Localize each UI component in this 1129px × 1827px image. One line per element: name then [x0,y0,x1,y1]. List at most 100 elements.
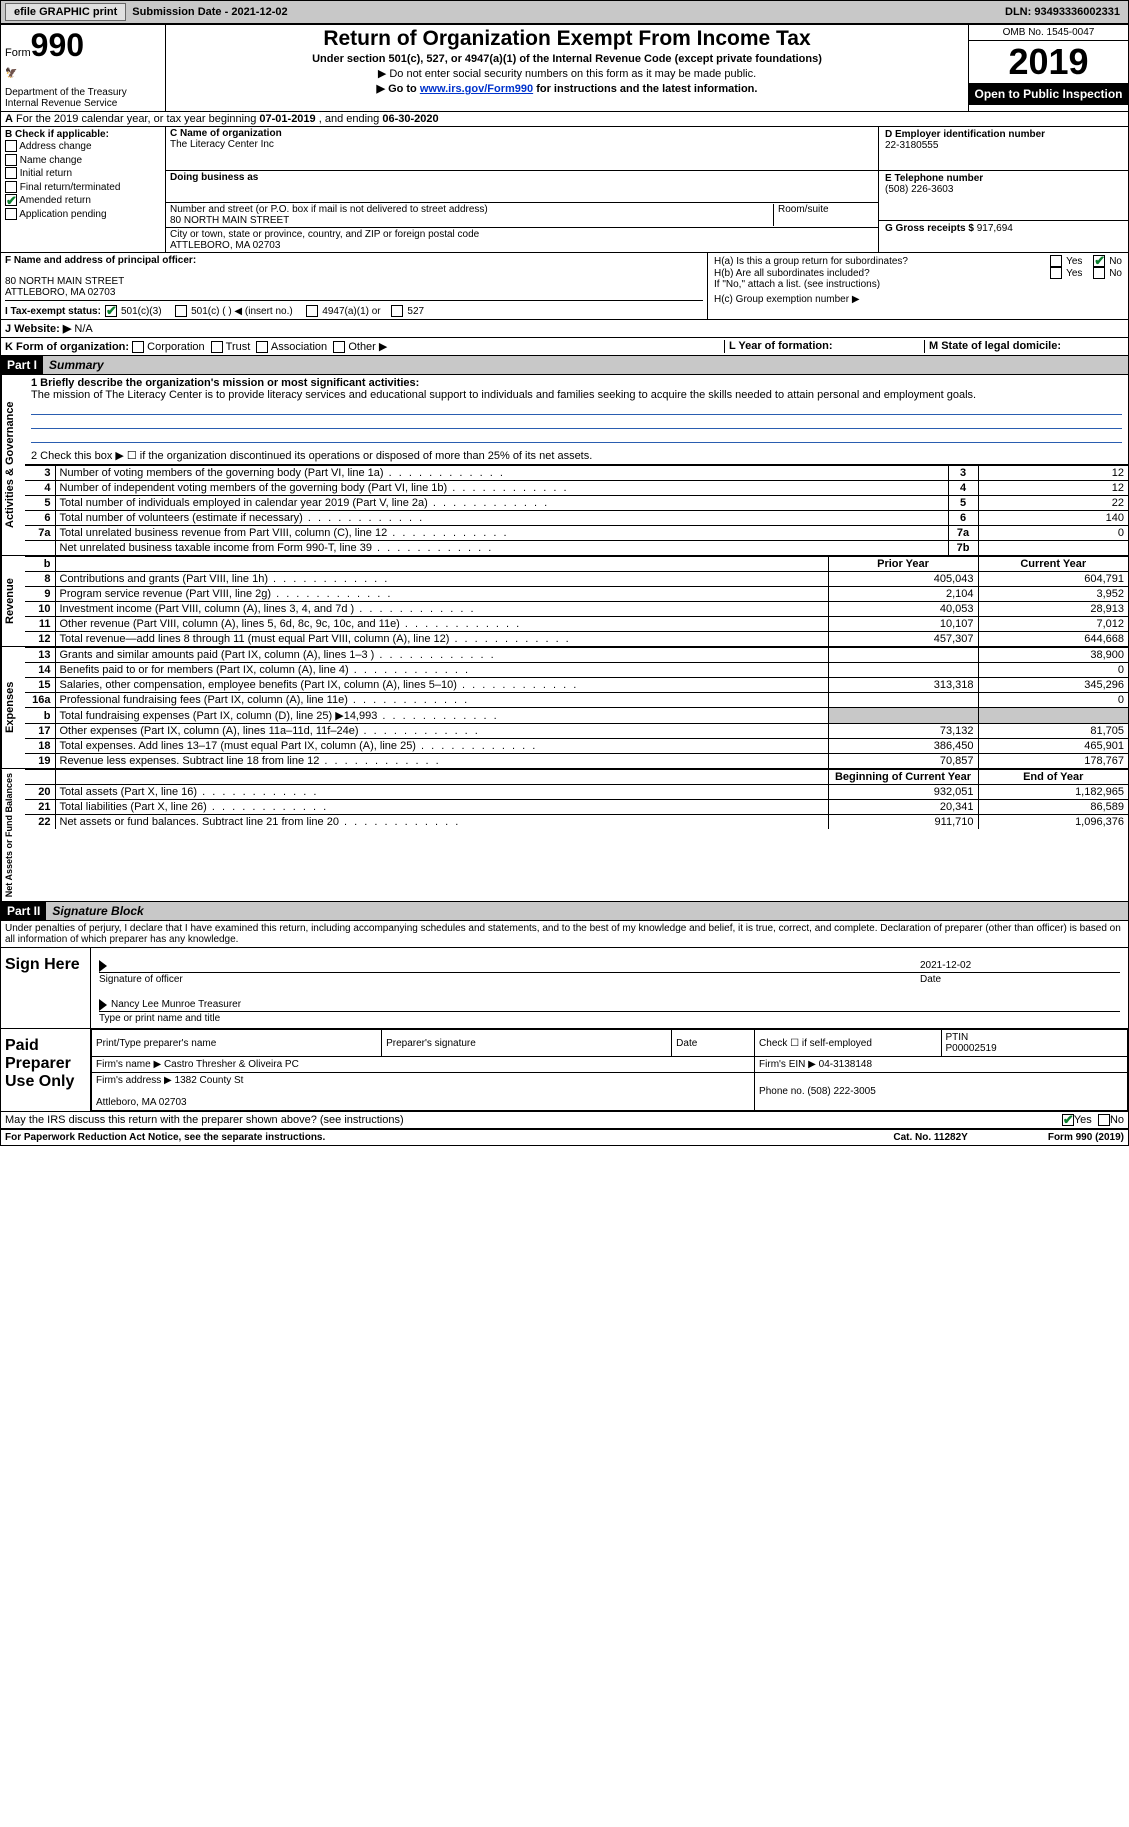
row-fh: F Name and address of principal officer:… [1,253,1128,320]
opt-pending: Application pending [19,209,106,220]
row-klm: K Form of organization: Corporation Trus… [1,338,1128,356]
paid-preparer-block: Paid Preparer Use Only Print/Type prepar… [1,1029,1128,1112]
rev-header-row: b Prior Year Current Year [25,557,1128,572]
addr-label: Number and street (or P.O. box if mail i… [170,204,773,215]
mission-block: 1 Briefly describe the organization's mi… [25,375,1128,465]
officer-name: Nancy Lee Munroe Treasurer [111,999,241,1011]
hb-yes[interactable] [1050,267,1062,279]
check-assoc[interactable] [256,341,268,353]
note2-post: for instructions and the latest informat… [533,83,757,95]
check-4947[interactable] [306,305,318,317]
line2-discontinued: 2 Check this box ▶ ☐ if the organization… [31,449,1122,462]
discuss-yes-lbl: Yes [1074,1114,1092,1126]
col-f: F Name and address of principal officer:… [1,253,708,319]
tax-year: 2019 [969,41,1128,83]
sign-here-block: Sign Here 2021-12-02 Signature of office… [1,948,1128,1029]
phone-value: (508) 226-3603 [885,184,1122,195]
opt-name: Name change [20,155,82,166]
col-d-ein: D Employer identification number 22-3180… [878,127,1128,252]
hb-no[interactable] [1093,267,1105,279]
part2-header: Part II Signature Block [1,901,1128,921]
table-row: 11Other revenue (Part VIII, column (A), … [25,617,1128,632]
table-row: 15Salaries, other compensation, employee… [25,678,1128,693]
submission-date-label: Submission Date - 2021-12-02 [126,6,293,18]
f-label: F Name and address of principal officer: [5,255,703,266]
prep-sig-hdr: Preparer's signature [382,1030,672,1057]
firm-ein: 04-3138148 [819,1059,872,1070]
efile-print-button[interactable]: efile GRAPHIC print [5,3,126,21]
check-corp[interactable] [132,341,144,353]
check-amended-return[interactable]: Amended return [5,194,161,208]
section-revenue: Revenue b Prior Year Current Year 8Contr… [1,555,1128,646]
form-990: Form990 🦅 Department of the Treasury Int… [0,24,1129,1146]
hb-note: If "No," attach a list. (see instruction… [714,279,1122,290]
ha-no[interactable] [1093,255,1105,267]
begin-year-hdr: Beginning of Current Year [828,770,978,785]
side-governance: Activities & Governance [1,375,25,555]
rev-b: b [25,557,55,572]
tax-year-end: 06-30-2020 [382,113,438,125]
check-501c[interactable] [175,305,187,317]
website-value: N/A [74,323,92,335]
check-initial-return[interactable]: Initial return [5,167,161,181]
sig-date-label: Date [920,974,1120,985]
part1-header: Part I Summary [1,356,1128,375]
discuss-no-lbl: No [1110,1114,1124,1126]
prep-phone-lbl: Phone no. [759,1086,807,1097]
l-label: L Year of formation: [729,340,833,352]
table-revenue: b Prior Year Current Year 8Contributions… [25,556,1128,646]
dln-label: DLN: [1005,6,1034,18]
firm-ein-lbl: Firm's EIN ▶ [759,1059,819,1070]
discuss-row: May the IRS discuss this return with the… [1,1112,1128,1129]
c-name-label: C Name of organization [170,128,874,139]
prep-name-hdr: Print/Type preparer's name [92,1030,382,1057]
table-row: bTotal fundraising expenses (Part IX, co… [25,708,1128,724]
opt-corp: Corporation [147,341,204,353]
k-label: K Form of organization: [5,341,129,353]
discuss-yes[interactable] [1062,1114,1074,1126]
check-501c3[interactable] [105,305,117,317]
current-year-hdr: Current Year [978,557,1128,572]
side-netassets: Net Assets or Fund Balances [1,769,25,901]
ein-label: D Employer identification number [885,129,1122,140]
section-expenses: Expenses 13Grants and similar amounts pa… [1,646,1128,768]
discuss-no[interactable] [1098,1114,1110,1126]
irs-link[interactable]: www.irs.gov/Form990 [420,83,533,95]
opt-address: Address change [19,141,91,152]
table-preparer: Print/Type preparer's name Preparer's si… [91,1029,1128,1111]
table-netassets: Beginning of Current Year End of Year 20… [25,769,1128,829]
col-b-label: B Check if applicable: [5,129,161,140]
opt-trust: Trust [226,341,251,353]
side-revenue: Revenue [1,556,25,646]
footer: For Paperwork Reduction Act Notice, see … [1,1129,1128,1145]
table-row: 8Contributions and grants (Part VIII, li… [25,572,1128,587]
row-a-letter: A [5,113,13,125]
ptin-value: P00002519 [946,1043,997,1054]
check-527[interactable] [391,305,403,317]
table-row: 6Total number of volunteers (estimate if… [25,511,1128,526]
note-ssn: ▶ Do not enter social security numbers o… [172,67,962,80]
ha-yes[interactable] [1050,255,1062,267]
phone-label: E Telephone number [885,173,1122,184]
check-final-return[interactable]: Final return/terminated [5,181,161,195]
header-left: Form990 🦅 Department of the Treasury Int… [1,25,166,111]
side-expenses: Expenses [1,647,25,768]
footer-left: For Paperwork Reduction Act Notice, see … [5,1132,325,1143]
form-header: Form990 🦅 Department of the Treasury Int… [1,25,1128,112]
check-application-pending[interactable]: Application pending [5,208,161,222]
check-other[interactable] [333,341,345,353]
check-address-change[interactable]: Address change [5,140,161,154]
check-trust[interactable] [211,341,223,353]
row-a-tax-year: A For the 2019 calendar year, or tax yea… [1,112,1128,127]
firm-name: Castro Thresher & Oliveira PC [164,1059,299,1070]
firm-addr-lbl: Firm's address ▶ [96,1075,175,1086]
row-i-tax-status: I Tax-exempt status: 501(c)(3) 501(c) ( … [5,305,703,317]
opt-4947: 4947(a)(1) or [322,306,380,317]
ha-no-lbl: No [1109,256,1122,267]
mission-q: 1 Briefly describe the organization's mi… [31,377,419,389]
ein-value: 22-3180555 [885,140,1122,151]
name-label: Type or print name and title [99,1013,1120,1024]
uline [31,417,1122,429]
table-row: 9Program service revenue (Part VIII, lin… [25,587,1128,602]
check-name-change[interactable]: Name change [5,154,161,168]
